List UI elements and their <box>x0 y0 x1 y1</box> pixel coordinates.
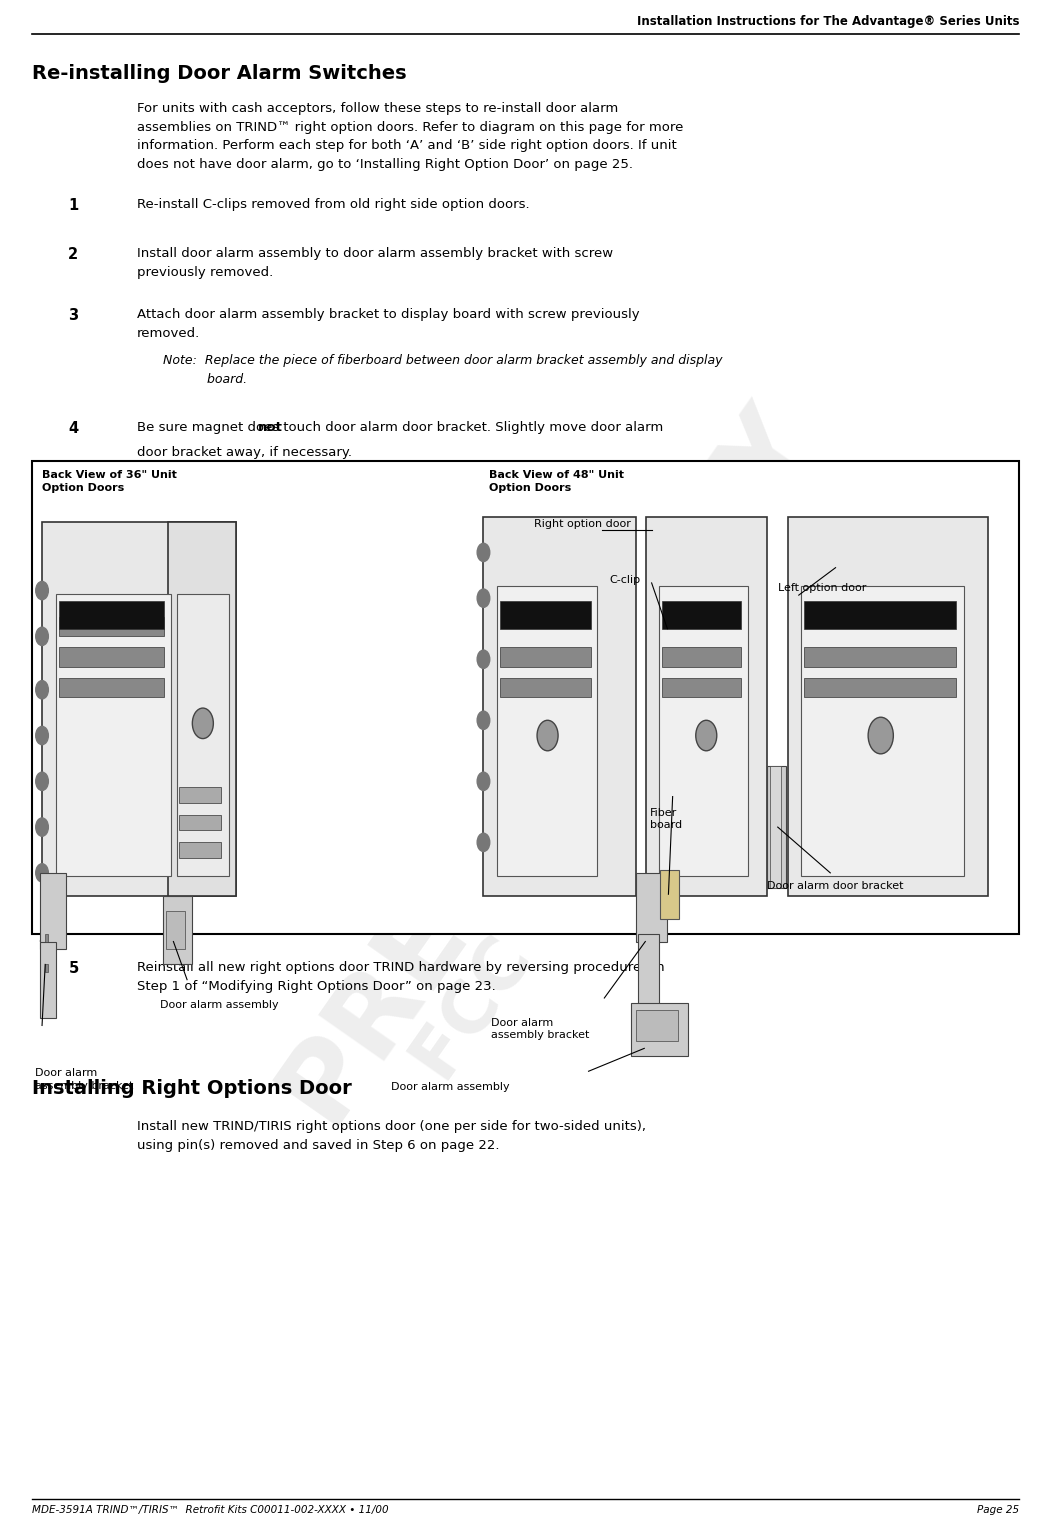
Text: Note:  Replace the piece of fiberboard between door alarm bracket assembly and d: Note: Replace the piece of fiberboard be… <box>163 354 722 386</box>
Circle shape <box>477 650 490 668</box>
Bar <box>179 787 221 803</box>
Circle shape <box>868 717 893 754</box>
Text: not: not <box>257 421 283 435</box>
Bar <box>500 678 591 697</box>
Bar <box>177 594 229 876</box>
Text: Door alarm assembly: Door alarm assembly <box>391 1082 510 1093</box>
Bar <box>660 870 679 919</box>
Bar <box>500 647 591 667</box>
Circle shape <box>696 720 717 751</box>
Bar <box>770 766 781 888</box>
Bar <box>497 586 597 876</box>
Text: Right option door: Right option door <box>534 519 631 530</box>
Text: Installation Instructions for The Advantage® Series Units: Installation Instructions for The Advant… <box>637 15 1019 29</box>
Bar <box>646 517 767 896</box>
Text: MDE-3591A TRIND™/TIRIS™  Retrofit Kits C00011-002-XXXX • 11/00: MDE-3591A TRIND™/TIRIS™ Retrofit Kits C0… <box>32 1505 388 1515</box>
Circle shape <box>36 818 48 836</box>
Text: Installing Right Options Door: Installing Right Options Door <box>32 1079 351 1097</box>
Bar <box>45 934 48 942</box>
Circle shape <box>36 772 48 790</box>
Circle shape <box>36 864 48 882</box>
Bar <box>45 964 48 972</box>
Text: Back View of 36" Unit
Option Doors: Back View of 36" Unit Option Doors <box>42 470 177 493</box>
Text: 3: 3 <box>68 308 79 324</box>
Text: C-clip: C-clip <box>610 575 641 586</box>
Text: Back View of 48" Unit
Option Doors: Back View of 48" Unit Option Doors <box>489 470 623 493</box>
Circle shape <box>36 726 48 745</box>
Bar <box>168 522 236 896</box>
Bar <box>40 873 66 949</box>
Circle shape <box>477 589 490 607</box>
Text: 2: 2 <box>68 247 79 262</box>
Bar <box>636 873 667 942</box>
Circle shape <box>477 833 490 852</box>
Bar <box>32 461 1019 934</box>
Text: Left option door: Left option door <box>778 583 866 594</box>
Bar <box>166 911 185 949</box>
Bar <box>163 896 192 964</box>
Circle shape <box>192 708 213 739</box>
Bar <box>59 601 164 629</box>
Bar <box>56 594 171 876</box>
Bar <box>638 934 659 1010</box>
Text: 5: 5 <box>68 961 79 977</box>
Text: Door alarm door bracket: Door alarm door bracket <box>767 881 904 891</box>
Text: Door alarm
assembly bracket: Door alarm assembly bracket <box>35 1068 133 1091</box>
Text: Re-install C-clips removed from old right side option doors.: Re-install C-clips removed from old righ… <box>137 198 530 212</box>
Bar <box>59 617 164 636</box>
Circle shape <box>36 627 48 645</box>
Text: Be sure magnet does: Be sure magnet does <box>137 421 283 435</box>
Text: Reinstall all new right options door TRIND hardware by reversing procedures in
S: Reinstall all new right options door TRI… <box>137 961 664 993</box>
Circle shape <box>36 681 48 699</box>
Bar <box>662 678 741 697</box>
Text: 4: 4 <box>68 421 79 436</box>
Bar <box>40 942 56 1018</box>
Text: Door alarm assembly: Door alarm assembly <box>160 1000 279 1010</box>
Text: PRELIMINARY: PRELIMINARY <box>260 386 833 1140</box>
Bar <box>179 815 221 830</box>
Bar <box>59 647 164 667</box>
Text: Install new TRIND/TIRIS right options door (one per side for two-sided units),
u: Install new TRIND/TIRIS right options do… <box>137 1120 645 1152</box>
Bar <box>500 601 591 629</box>
Circle shape <box>477 711 490 729</box>
Text: Install door alarm assembly to door alarm assembly bracket with screw
previously: Install door alarm assembly to door alar… <box>137 247 613 279</box>
Circle shape <box>36 581 48 600</box>
Bar <box>804 601 956 629</box>
Bar <box>804 678 956 697</box>
Bar <box>801 586 964 876</box>
Bar <box>636 1010 678 1041</box>
Bar <box>179 842 221 858</box>
Circle shape <box>477 543 490 562</box>
Text: Door alarm
assembly bracket: Door alarm assembly bracket <box>491 1018 590 1041</box>
Circle shape <box>537 720 558 751</box>
Text: door bracket away, if necessary.: door bracket away, if necessary. <box>137 446 352 459</box>
Text: Page 25: Page 25 <box>977 1505 1019 1515</box>
Text: FCC 11/30: FCC 11/30 <box>401 720 692 1096</box>
Text: 1: 1 <box>68 198 79 214</box>
Bar <box>804 647 956 667</box>
Bar <box>662 601 741 629</box>
Text: Attach door alarm assembly bracket to display board with screw previously
remove: Attach door alarm assembly bracket to di… <box>137 308 639 340</box>
Bar <box>767 766 786 888</box>
Bar <box>59 678 164 697</box>
Bar <box>631 1003 688 1056</box>
Text: touch door alarm door bracket. Slightly move door alarm: touch door alarm door bracket. Slightly … <box>279 421 663 435</box>
Text: Re-installing Door Alarm Switches: Re-installing Door Alarm Switches <box>32 64 406 82</box>
Bar <box>788 517 988 896</box>
Bar <box>42 522 236 896</box>
Text: For units with cash acceptors, follow these steps to re-install door alarm
assem: For units with cash acceptors, follow th… <box>137 102 683 171</box>
Text: Fiber
board: Fiber board <box>650 807 682 830</box>
Circle shape <box>477 772 490 790</box>
Bar <box>483 517 636 896</box>
Bar <box>659 586 748 876</box>
Bar <box>662 647 741 667</box>
